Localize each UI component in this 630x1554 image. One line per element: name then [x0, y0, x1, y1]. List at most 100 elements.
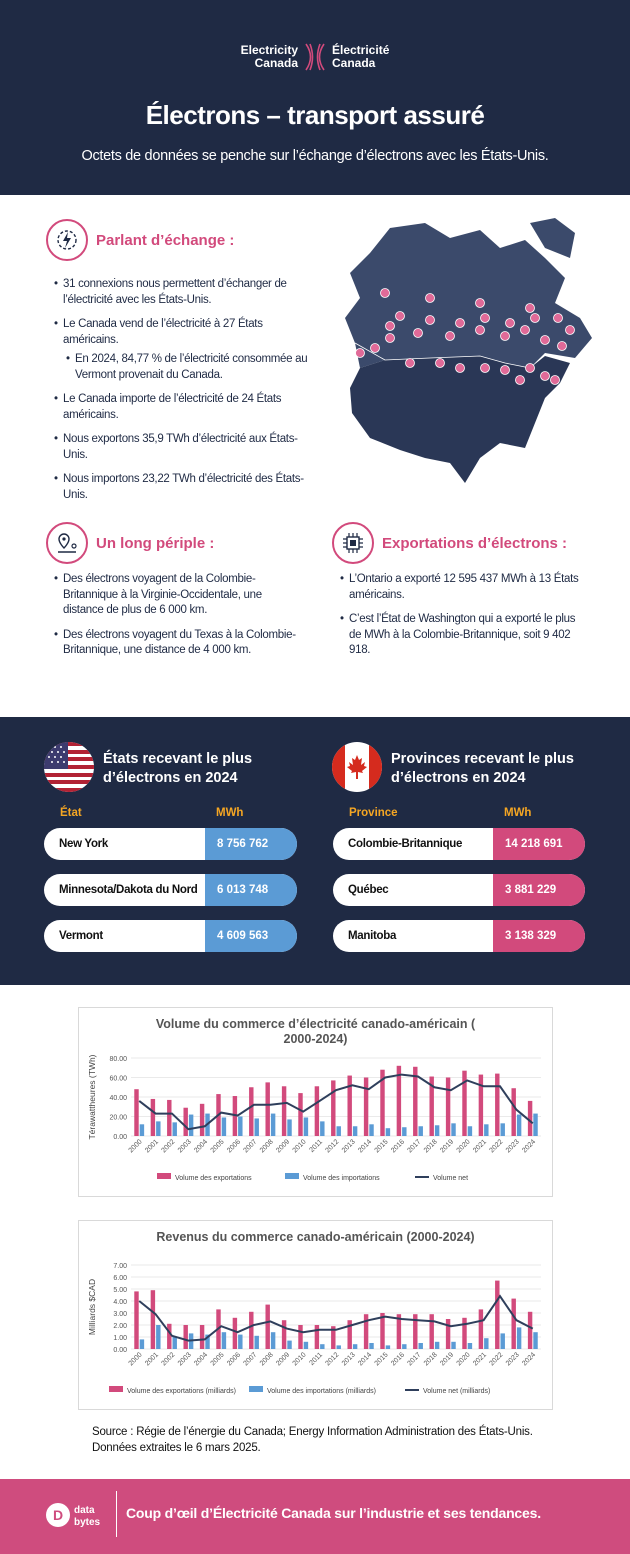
legend-label: Volume des importations (milliards)	[267, 1388, 376, 1395]
bar	[320, 1344, 325, 1349]
x-tick-label: 2012	[324, 1138, 340, 1154]
bar	[336, 1345, 341, 1349]
header-banner: Electricity Canada Électricité Canada Él…	[0, 0, 630, 195]
list-item: Nous exportons 35,9 TWh d’électricité au…	[54, 432, 316, 463]
volume-chart-frame: Volume du commerce d’électricité canado-…	[78, 1007, 553, 1197]
logo-data-text: data	[74, 1505, 95, 1516]
bar	[533, 1332, 538, 1349]
net-line	[138, 1294, 534, 1342]
legend-label: Volume des exportations (milliards)	[127, 1388, 236, 1395]
x-tick-label: 2013	[341, 1138, 357, 1154]
x-tick-label: 2014	[357, 1138, 373, 1154]
bar	[249, 1311, 254, 1349]
bar	[331, 1080, 336, 1136]
list-item: Des électrons voyagent du Texas à la Col…	[54, 628, 304, 659]
x-tick-label: 2009	[275, 1138, 291, 1154]
province-value: 3 138 329	[493, 920, 585, 952]
svg-text:D: D	[53, 1507, 63, 1523]
bar	[445, 1077, 451, 1136]
bar	[413, 1314, 418, 1349]
bar	[396, 1065, 402, 1136]
page-title: Électrons – transport assuré	[145, 100, 485, 130]
logo-mark-icon	[305, 43, 325, 71]
connection-marker	[540, 335, 550, 345]
connection-marker	[557, 341, 567, 351]
bar	[139, 1124, 145, 1136]
x-tick-label: 2004	[193, 1351, 209, 1367]
x-tick-label: 2015	[374, 1138, 390, 1154]
bar	[380, 1069, 385, 1136]
bar	[254, 1118, 259, 1136]
bar	[484, 1124, 489, 1136]
state-value: 4 609 563	[205, 920, 297, 952]
bar	[495, 1073, 500, 1136]
connection-marker	[355, 348, 365, 358]
logo-text-en: Electricity Canada	[241, 44, 298, 70]
lightning-icon	[46, 219, 88, 261]
bar	[336, 1126, 341, 1136]
x-tick-label: 2009	[275, 1351, 291, 1367]
bar	[429, 1314, 434, 1349]
bar	[172, 1337, 177, 1349]
x-tick-label: 2021	[472, 1351, 488, 1367]
province-name: Manitoba	[348, 930, 397, 942]
provinces-title: Provinces recevant le plus d’électrons e…	[391, 751, 574, 786]
bar	[270, 1113, 276, 1136]
legend-swatch	[157, 1173, 171, 1179]
bar	[478, 1309, 484, 1349]
connection-marker	[385, 321, 395, 331]
connection-marker	[385, 333, 395, 343]
province-value: 3 881 229	[493, 874, 585, 906]
x-tick-label: 2007	[242, 1138, 258, 1154]
bar	[478, 1074, 484, 1136]
connection-marker	[515, 375, 525, 385]
legend-swatch	[109, 1386, 123, 1392]
province-name: Québec	[348, 884, 389, 896]
bar	[167, 1323, 172, 1349]
connection-markers	[355, 288, 575, 385]
y-tick-label: 60.00	[109, 1076, 127, 1083]
connection-marker	[435, 358, 445, 368]
connection-marker	[480, 363, 490, 373]
legend-label: Volume net	[433, 1175, 468, 1182]
table-row: Colombie-Britannique 14 218 691	[333, 828, 585, 860]
connection-marker	[380, 288, 390, 298]
legend-swatch	[285, 1173, 299, 1179]
bar	[183, 1107, 188, 1136]
usa-flag-icon	[44, 742, 94, 792]
footer-tagline: Coup d’œil d’Électricité Canada sur l’in…	[126, 1505, 541, 1521]
bar	[527, 1311, 533, 1349]
connection-marker	[565, 325, 575, 335]
bar	[199, 1325, 205, 1349]
x-tick-label: 2003	[177, 1138, 193, 1154]
bar	[385, 1128, 391, 1136]
y-tick-label: 4.00	[113, 1299, 127, 1306]
states-col-name: État	[60, 807, 82, 819]
bar	[303, 1117, 309, 1136]
bar	[156, 1121, 161, 1136]
journey-section-header: Un long périple :	[46, 522, 214, 564]
x-tick-label: 2017	[406, 1351, 422, 1367]
bar	[199, 1103, 205, 1136]
exports-bullets: L’Ontario a exporté 12 595 437 MWh à 13 …	[340, 572, 585, 668]
bar	[139, 1339, 145, 1349]
y-tick-label: 20.00	[109, 1115, 127, 1122]
bar	[331, 1326, 336, 1349]
y-tick-label: 1.00	[113, 1335, 127, 1342]
legend-label: Volume des importations	[303, 1175, 380, 1182]
canada-shape	[345, 223, 592, 368]
bar	[172, 1122, 177, 1136]
y-axis-label: Milliards $CAD	[87, 1279, 97, 1335]
connection-marker	[500, 331, 510, 341]
footer-divider	[116, 1491, 117, 1537]
bar	[249, 1087, 254, 1136]
connection-marker	[530, 313, 540, 323]
rankings-panel: États recevant le plus d’électrons en 20…	[0, 717, 630, 985]
connection-marker	[550, 375, 560, 385]
trade-title: Parlant d’échange :	[96, 231, 235, 249]
y-tick-label: 0.00	[113, 1134, 127, 1141]
connection-marker	[405, 358, 415, 368]
connection-marker	[475, 298, 485, 308]
revenue-chart-frame: Revenus du commerce canado-américain (20…	[78, 1220, 553, 1410]
x-tick-label: 2006	[226, 1138, 242, 1154]
